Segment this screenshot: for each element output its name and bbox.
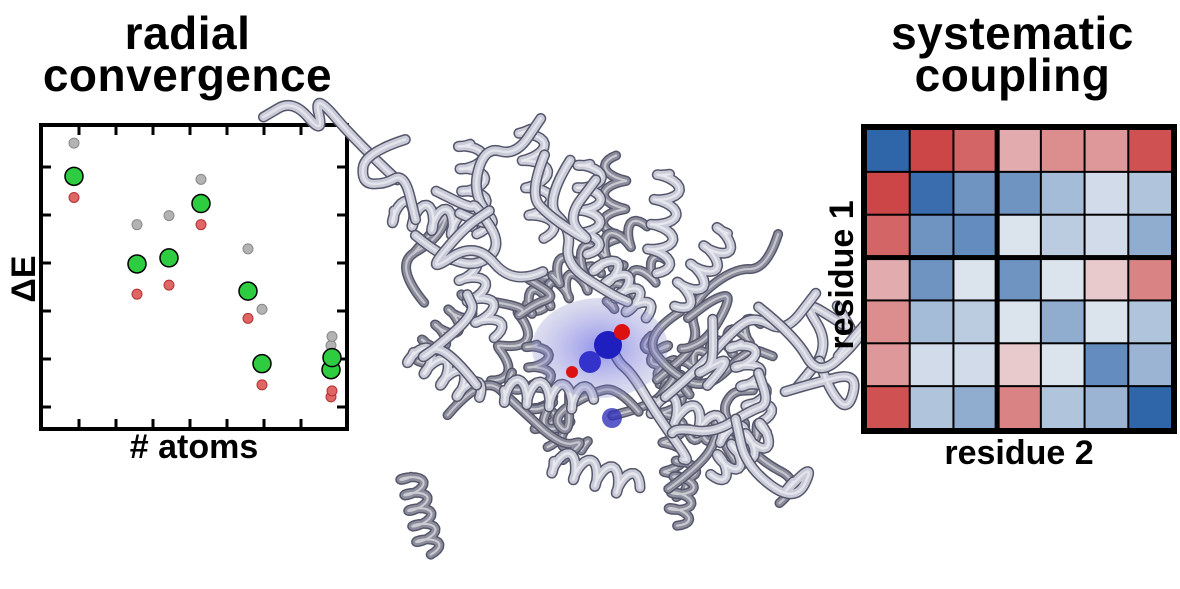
heatmap-cell bbox=[998, 344, 1040, 386]
heatmap-cell bbox=[1129, 344, 1171, 386]
heatmap-cell bbox=[1041, 258, 1084, 300]
ligand bbox=[532, 298, 668, 428]
left-title: radial convergence bbox=[20, 7, 355, 101]
green-point bbox=[322, 347, 342, 368]
heatmap-cell bbox=[910, 130, 953, 171]
gray-point bbox=[326, 330, 338, 342]
heatmap-cell bbox=[1041, 172, 1084, 214]
heatmap-cell bbox=[998, 387, 1040, 428]
heatmap-cell bbox=[998, 301, 1040, 343]
green-point bbox=[64, 166, 84, 187]
protein-structure bbox=[257, 97, 875, 560]
red-point bbox=[68, 191, 80, 203]
left-title-line2: convergence bbox=[42, 49, 333, 101]
heatmap-cell bbox=[867, 387, 909, 428]
red-point bbox=[256, 379, 268, 391]
red-point bbox=[326, 385, 338, 397]
heatmap-cell bbox=[1085, 387, 1128, 428]
heatmap-cell bbox=[867, 172, 909, 214]
heatmap-cell bbox=[954, 130, 997, 171]
heatmap-cell bbox=[1085, 301, 1128, 343]
right-title-line1: systematic bbox=[891, 7, 1134, 59]
heatmap-cell bbox=[867, 301, 909, 343]
heatmap-cell bbox=[910, 387, 953, 428]
plot-frame bbox=[39, 123, 349, 431]
heatmap-cell bbox=[910, 215, 953, 257]
heatmap-cell bbox=[998, 172, 1040, 214]
heatmap-cell bbox=[910, 344, 953, 386]
heatmap-cell bbox=[954, 258, 997, 300]
heatmap-cell bbox=[1041, 130, 1084, 171]
heatmap-cell bbox=[998, 215, 1040, 257]
right-xlabel: residue 2 bbox=[944, 434, 1094, 472]
heatmap-cell bbox=[1041, 301, 1084, 343]
green-point bbox=[159, 248, 179, 268]
green-point bbox=[238, 281, 258, 301]
gray-point bbox=[242, 243, 254, 255]
block-separator bbox=[861, 255, 1177, 261]
gray-point bbox=[68, 137, 80, 149]
heatmap-cell bbox=[1129, 172, 1171, 214]
heatmap-cell bbox=[867, 215, 909, 257]
heatmap-cell bbox=[1085, 215, 1128, 257]
heatmap-cell bbox=[910, 258, 953, 300]
right-title: systematic coupling bbox=[845, 7, 1180, 101]
heatmap-cell bbox=[1041, 344, 1084, 386]
heatmap-cell bbox=[998, 130, 1040, 171]
red-point bbox=[163, 279, 175, 291]
green-point bbox=[252, 353, 272, 374]
heatmap-cell bbox=[1041, 215, 1084, 257]
gray-point bbox=[256, 303, 268, 315]
heatmap-cell bbox=[1085, 344, 1128, 386]
green-point bbox=[191, 193, 211, 214]
left-ylabel: ΔE bbox=[5, 255, 43, 303]
left-title-line1: radial bbox=[124, 7, 251, 59]
heatmap-cell bbox=[1041, 387, 1084, 428]
heatmap-cell bbox=[910, 301, 953, 343]
gray-point bbox=[163, 210, 175, 222]
right-title-line2: coupling bbox=[914, 49, 1111, 101]
red-point bbox=[131, 288, 143, 300]
heatmap-cell bbox=[998, 258, 1040, 300]
heatmap-cell bbox=[867, 344, 909, 386]
heatmap bbox=[861, 124, 1177, 434]
heatmap-cell bbox=[1129, 387, 1171, 428]
green-point bbox=[127, 254, 147, 274]
heatmap-cell bbox=[954, 344, 997, 386]
heatmap-cell bbox=[1129, 258, 1171, 300]
heatmap-cell bbox=[954, 172, 997, 214]
heatmap-cell bbox=[954, 301, 997, 343]
scatter-plot bbox=[39, 123, 349, 431]
block-separator bbox=[994, 124, 1000, 434]
heatmap-cell bbox=[1129, 215, 1171, 257]
heatmap-cell bbox=[954, 215, 997, 257]
gray-point bbox=[195, 173, 207, 185]
heatmap-cell bbox=[1085, 172, 1128, 214]
heatmap-cell bbox=[954, 387, 997, 428]
right-ylabel: residue 1 bbox=[823, 200, 861, 350]
heatmap-cell bbox=[910, 172, 953, 214]
heatmap-cell bbox=[1085, 130, 1128, 171]
red-point bbox=[195, 219, 207, 231]
heatmap-cell bbox=[1085, 258, 1128, 300]
heatmap-cell bbox=[867, 130, 909, 171]
heatmap-cell bbox=[1129, 130, 1171, 171]
left-xlabel: # atoms bbox=[129, 428, 259, 466]
red-point bbox=[242, 312, 254, 324]
gray-point bbox=[131, 219, 143, 231]
heatmap-cell bbox=[1129, 301, 1171, 343]
heatmap-cell bbox=[867, 258, 909, 300]
